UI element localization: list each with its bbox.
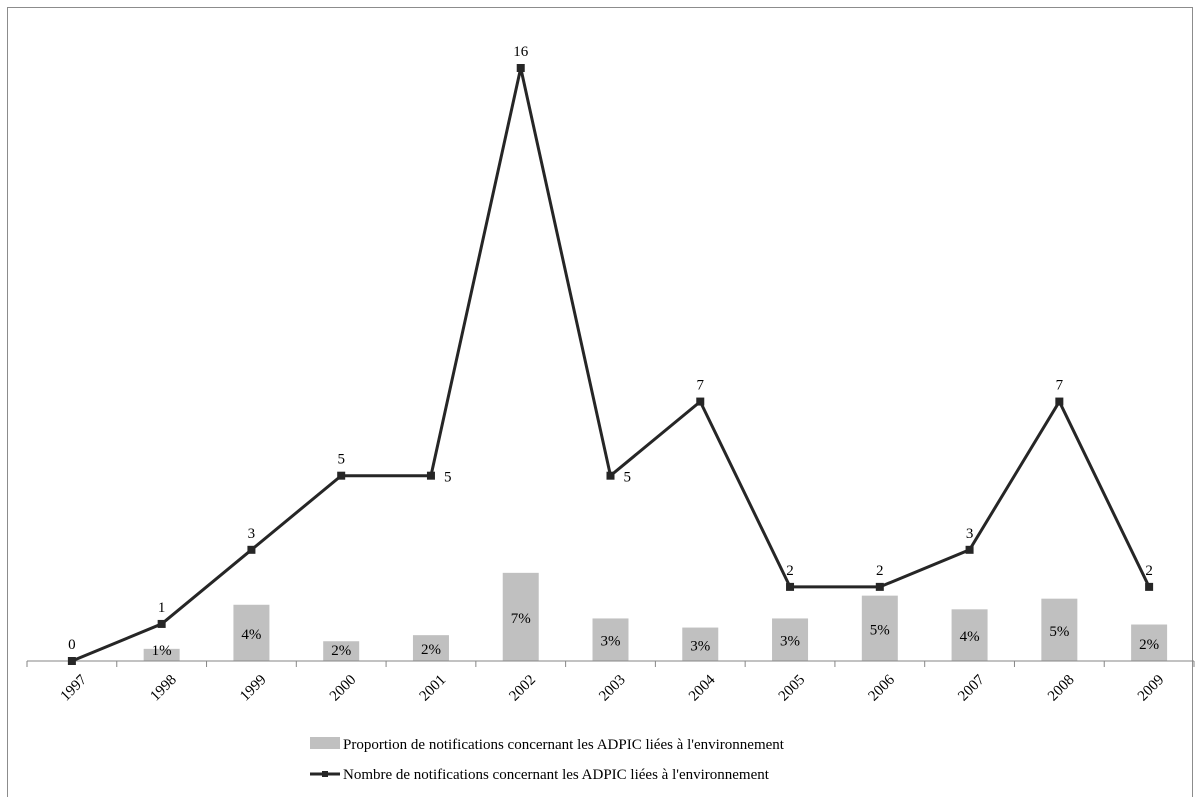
bar-label-2005: 3% — [780, 634, 800, 650]
bar-2002 — [502, 572, 539, 661]
line-label-1999: 3 — [248, 526, 256, 542]
bar-label-2000: 2% — [331, 643, 351, 659]
x-tick-label-2004: 2004 — [686, 672, 719, 705]
bar-2000 — [323, 641, 360, 661]
bar-label-2001: 2% — [421, 642, 441, 658]
bar-label-2006: 5% — [870, 622, 890, 638]
line-point-1997 — [67, 657, 76, 665]
line-point-2008 — [1055, 397, 1064, 406]
chart-frame — [7, 7, 1193, 797]
bar-label-2003: 3% — [601, 634, 621, 650]
bar-1998 — [143, 648, 180, 661]
bar-label-2008: 5% — [1049, 624, 1069, 640]
line-point-2005 — [786, 582, 795, 591]
x-tick-label-2006: 2006 — [866, 672, 899, 705]
line-label-1997: 0 — [68, 637, 76, 653]
line-point-2001 — [426, 471, 435, 480]
bar-2009 — [1131, 624, 1168, 661]
bar-label-2002: 7% — [511, 611, 531, 627]
bar-2005 — [772, 618, 809, 661]
x-tick-label-2009: 2009 — [1135, 672, 1168, 705]
line-label-2004: 7 — [697, 378, 705, 394]
legend-bar-label: Proportion de notifications concernant l… — [343, 737, 785, 753]
bar-label-1999: 4% — [241, 627, 261, 643]
line-point-2002 — [516, 64, 525, 72]
line-point-2000 — [337, 471, 346, 480]
x-tick-label-2002: 2002 — [506, 672, 539, 705]
x-axis: 1997 1998 1999 2000 2001 2002 2003 2004 2005 2006… — [26, 660, 1195, 705]
x-tick-label-2007: 2007 — [955, 672, 988, 705]
line-label-2007: 3 — [966, 526, 974, 542]
line-label-2003: 5 — [624, 470, 632, 486]
line-label-2001: 5 — [444, 470, 452, 486]
line-layer — [67, 64, 1154, 665]
bars-layer — [143, 572, 1168, 661]
line-point-2009 — [1145, 582, 1154, 591]
legend: Proportion de notifications concernant l… — [310, 737, 785, 783]
bar-label-1998: 1% — [152, 643, 172, 659]
bar-2004 — [682, 627, 719, 661]
line-label-1998: 1 — [158, 600, 166, 616]
line-label-2006: 2 — [876, 563, 884, 579]
bar-2006 — [861, 595, 898, 661]
bar-1999 — [233, 604, 270, 661]
legend-line-label: Nombre de notifications concernant les A… — [343, 767, 770, 783]
bar-label-2004: 3% — [690, 638, 710, 654]
line-point-2003 — [606, 471, 615, 480]
legend-line-marker — [322, 771, 328, 777]
x-tick-label-2008: 2008 — [1045, 672, 1078, 705]
line-label-2008: 7 — [1056, 378, 1064, 394]
line-label-2000: 5 — [337, 452, 345, 468]
line-point-1998 — [157, 619, 166, 628]
x-tick-label-2000: 2000 — [327, 672, 360, 705]
x-tick-label-1998: 1998 — [147, 672, 180, 705]
bar-2001 — [412, 635, 449, 661]
x-tick-label-2005: 2005 — [776, 672, 809, 705]
x-tick-label-1997: 1997 — [58, 672, 91, 705]
bar-2007 — [951, 609, 988, 661]
x-tick-label-2001: 2001 — [417, 672, 450, 705]
bar-2008 — [1041, 598, 1078, 661]
line-point-2004 — [696, 397, 705, 406]
line-label-2002: 16 — [513, 44, 529, 60]
x-tick-label-2003: 2003 — [596, 672, 629, 705]
line-point-2006 — [875, 582, 884, 591]
x-tick-label-1999: 1999 — [237, 672, 270, 705]
line-label-2005: 2 — [786, 563, 794, 579]
bar-label-2007: 4% — [960, 629, 980, 645]
legend-bar-swatch — [310, 737, 340, 749]
bar-2003 — [592, 618, 629, 661]
labels-layer: 1% 4% 2% 2% 7% 3% 3% 3% 5% 4% 5% 2% 0 1 3 5 5 16 5 7 2 2 3 7 2 — [68, 44, 1159, 659]
line-label-2009: 2 — [1145, 563, 1153, 579]
series-line — [71, 67, 1151, 663]
line-point-1999 — [247, 545, 256, 554]
bar-label-2009: 2% — [1139, 637, 1159, 653]
line-point-2007 — [965, 545, 974, 554]
